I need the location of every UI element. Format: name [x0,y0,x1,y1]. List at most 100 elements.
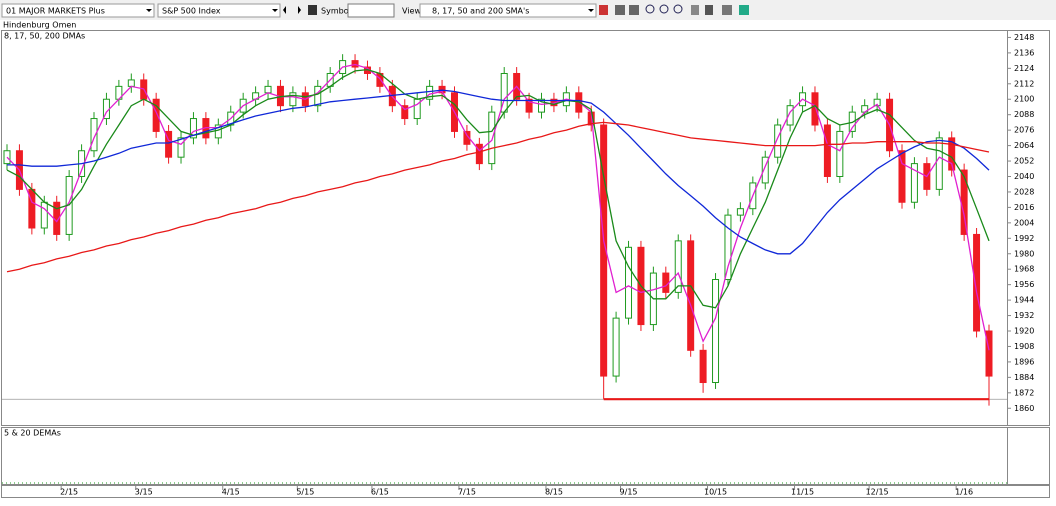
y-tick-label: 2004 [1014,218,1034,227]
index-name: S&P 500 Index [162,7,221,16]
y-tick-label: 1956 [1014,280,1034,289]
y-tick-label: 2076 [1014,126,1034,135]
candle-body [898,150,906,203]
y-tick-label: 1908 [1014,342,1034,351]
symbol-input[interactable] [347,3,395,18]
candle-body [525,98,533,113]
y-tick-label: 2100 [1014,95,1034,104]
moving-average [7,89,990,255]
candle-body [985,330,993,377]
moving-average [6,121,990,273]
tool-button[interactable] [739,5,749,15]
toolbar: 01 MAJOR MARKETS Plus S&P 500 Index Symb… [0,0,1056,20]
y-tick-label: 1944 [1014,296,1034,305]
list-name: 01 MAJOR MARKETS Plus [6,7,105,16]
y-tick-label: 1980 [1014,249,1034,258]
x-tick-label: 11/15 [791,488,814,497]
x-tick-label: 8/15 [545,488,563,497]
moving-average [6,63,990,351]
zoom-button[interactable] [659,4,669,14]
prev-button[interactable] [283,6,286,14]
y-tick-label: 1884 [1014,373,1034,382]
candle-body [426,85,434,100]
y-tick-label: 2040 [1014,172,1034,181]
candle-body [40,201,48,229]
dropdown-arrow [588,9,594,12]
x-tick-label: 5/15 [296,488,314,497]
candle-body [538,98,546,113]
x-tick-label: 10/15 [704,488,727,497]
candle-body [214,124,222,139]
x-tick-label: 7/15 [458,488,476,497]
y-tick-label: 1932 [1014,311,1034,320]
tool-button[interactable] [629,5,639,15]
candle-body [289,92,297,107]
candle-body [401,105,409,120]
tool-button[interactable] [615,5,625,15]
candle-body [152,98,160,132]
candle-body [625,246,633,319]
candle-body [3,150,11,165]
y-tick-label: 2112 [1014,79,1034,88]
candle-body [127,79,135,87]
tool-button[interactable] [691,5,699,15]
y-tick-label: 1872 [1014,388,1034,397]
candle-body [712,279,720,384]
candle-body [662,272,670,293]
x-tick-label: 2/15 [60,488,78,497]
candle-body [488,111,496,165]
candle-body [264,85,272,94]
binoculars-button[interactable] [308,5,317,15]
y-tick-label: 2088 [1014,110,1034,119]
x-tick-label: 6/15 [371,488,389,497]
y-tick-label: 2016 [1014,203,1034,212]
candle-body [823,124,831,177]
view-label: View: [402,7,423,16]
candle-body [736,208,744,216]
dropdown-arrow [146,9,152,12]
y-tick-label: 2028 [1014,187,1034,196]
tool-button[interactable] [722,5,732,15]
y-tick-label: 2136 [1014,48,1034,57]
chart-title: 8, 17, 50, 200 DMAs [4,32,85,41]
view-name: 8, 17, 50 and 200 SMA's [432,7,529,16]
candle-body [674,240,682,293]
tool-button[interactable] [599,5,608,15]
candle-body [612,317,620,377]
candle-body [687,240,695,351]
x-tick-label: 4/15 [222,488,240,497]
y-tick-label: 1968 [1014,265,1034,274]
zoom-button[interactable] [645,4,655,14]
y-tick-label: 1992 [1014,234,1034,243]
x-tick-label: 9/15 [620,488,638,497]
zoom-button[interactable] [673,4,683,14]
candle-body [177,137,185,158]
candle-body [811,92,819,126]
index-dropdown[interactable] [157,3,281,18]
y-tick-label: 2124 [1014,64,1034,73]
tool-button[interactable] [705,5,713,15]
list-dropdown[interactable] [1,3,155,18]
dropdown-arrow [272,9,278,12]
date-axis [1,485,1050,498]
y-tick-label: 2052 [1014,157,1034,166]
candle-body [786,105,794,126]
view-dropdown[interactable] [419,3,597,18]
next-button[interactable] [298,6,301,14]
candle-body [948,137,956,171]
candle-body [724,214,732,281]
x-tick-label: 1/16 [955,488,973,497]
candle-body [165,130,173,158]
x-tick-label: 3/15 [135,488,153,497]
price-panel [1,30,1050,426]
upper-panel-label: Hindenburg Omen [3,21,76,30]
moving-average [6,68,990,309]
y-tick-label: 1896 [1014,357,1034,366]
lower-panel-label: 5 & 20 DEMAs [4,429,61,438]
y-tick-label: 2064 [1014,141,1034,150]
candle-body [935,137,943,190]
candle-body [774,124,782,158]
x-tick-label: 12/15 [866,488,889,497]
